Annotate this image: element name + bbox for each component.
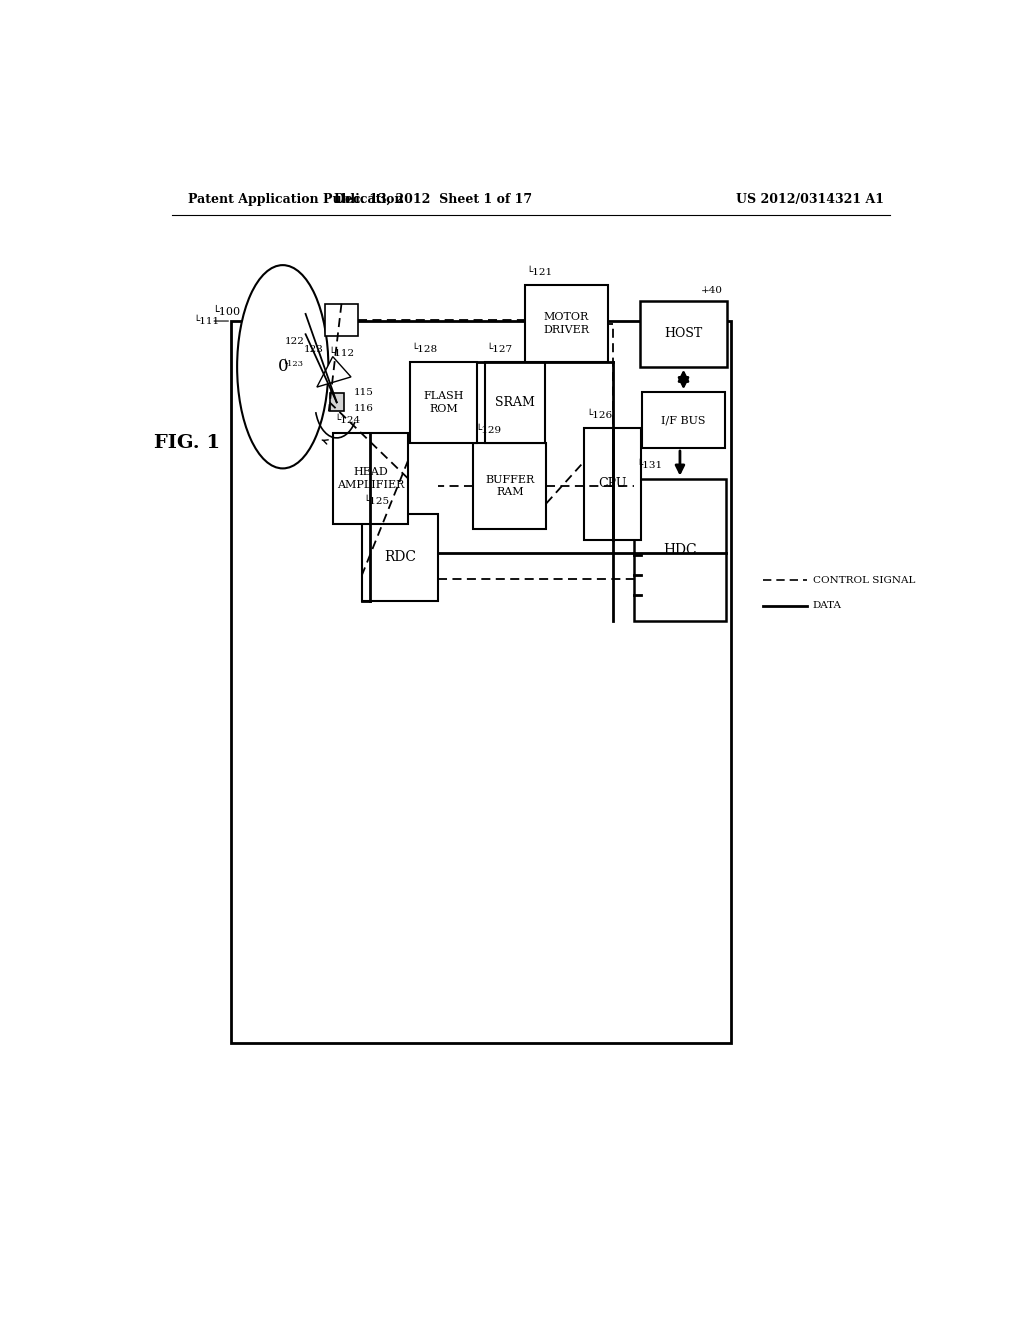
Text: └123: └123 bbox=[283, 360, 303, 368]
Text: └112: └112 bbox=[329, 348, 354, 358]
Text: Patent Application Publication: Patent Application Publication bbox=[187, 193, 403, 206]
Bar bbox=[640, 301, 727, 367]
Text: SRAM: SRAM bbox=[495, 396, 535, 409]
Ellipse shape bbox=[238, 265, 329, 469]
Bar bbox=[585, 428, 641, 540]
Bar bbox=[333, 433, 409, 524]
Text: I/F BUS: I/F BUS bbox=[662, 414, 706, 425]
Text: Dec. 13, 2012  Sheet 1 of 17: Dec. 13, 2012 Sheet 1 of 17 bbox=[335, 193, 532, 206]
Text: ∔40: ∔40 bbox=[701, 285, 723, 294]
Bar bbox=[325, 304, 358, 337]
Text: └128: └128 bbox=[412, 345, 437, 354]
Text: └125: └125 bbox=[364, 496, 390, 506]
Text: 122: 122 bbox=[285, 338, 305, 346]
Bar bbox=[524, 285, 608, 362]
Text: 123: 123 bbox=[303, 345, 324, 354]
Bar bbox=[473, 444, 546, 529]
Bar bbox=[642, 392, 725, 447]
Text: └100: └100 bbox=[212, 306, 241, 317]
Text: HOST: HOST bbox=[665, 327, 702, 341]
Text: 0: 0 bbox=[278, 358, 288, 375]
Bar bbox=[330, 393, 344, 412]
Bar bbox=[634, 479, 726, 620]
Text: └121: └121 bbox=[526, 268, 553, 277]
Text: └124: └124 bbox=[334, 416, 360, 425]
Text: └131: └131 bbox=[636, 461, 663, 470]
Text: └126: └126 bbox=[586, 411, 612, 420]
Text: US 2012/0314321 A1: US 2012/0314321 A1 bbox=[736, 193, 885, 206]
Text: FIG. 1: FIG. 1 bbox=[155, 434, 220, 451]
Text: HEAD
AMPLIFIER: HEAD AMPLIFIER bbox=[337, 467, 404, 490]
Text: MOTOR
DRIVER: MOTOR DRIVER bbox=[544, 313, 590, 335]
Text: └127: └127 bbox=[486, 345, 513, 354]
Text: └111: └111 bbox=[194, 317, 219, 326]
Text: CONTROL SIGNAL: CONTROL SIGNAL bbox=[813, 576, 915, 585]
Text: FLASH
ROM: FLASH ROM bbox=[423, 391, 464, 413]
Text: DATA: DATA bbox=[813, 601, 842, 610]
Text: RDC: RDC bbox=[384, 550, 416, 565]
Polygon shape bbox=[316, 356, 351, 387]
Bar bbox=[362, 515, 437, 601]
Text: BUFFER
RAM: BUFFER RAM bbox=[485, 475, 535, 498]
Text: CPU: CPU bbox=[599, 477, 627, 490]
Text: 115: 115 bbox=[354, 388, 374, 397]
Text: 116: 116 bbox=[354, 404, 374, 413]
Text: └129: └129 bbox=[475, 425, 501, 434]
Bar bbox=[410, 362, 477, 444]
Bar bbox=[485, 362, 545, 444]
Bar bbox=[231, 321, 731, 1043]
Text: HDC: HDC bbox=[664, 543, 696, 557]
